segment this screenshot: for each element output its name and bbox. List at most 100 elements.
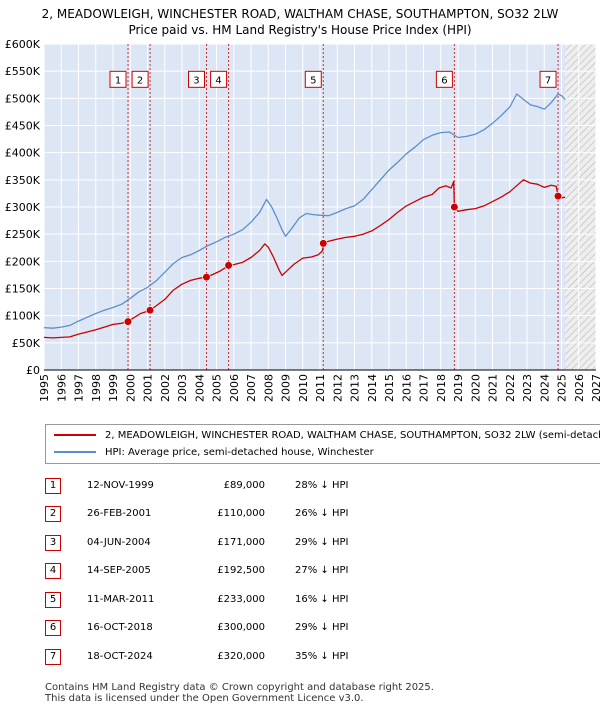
sale-label-box (304, 70, 322, 88)
x-tick-label: 2008 (262, 374, 275, 402)
x-tick-label: 2017 (418, 374, 431, 402)
x-tick-label: 2001 (142, 374, 155, 402)
sale-price: £110,000 (217, 508, 265, 519)
x-tick-label: 2025 (556, 374, 569, 402)
x-tick-label: 2005 (211, 374, 224, 402)
x-tick-label: 2015 (383, 374, 396, 402)
sale-hpi-diff: 26% ↓ HPI (295, 508, 349, 519)
table-row: 1 12-NOV-1999 £89,000 28% ↓ HPI (45, 478, 545, 506)
sale-marker (450, 202, 459, 212)
sale-hpi-diff: 29% ↓ HPI (295, 622, 349, 633)
title-line-1: 2, MEADOWLEIGH, WINCHESTER ROAD, WALTHAM… (41, 7, 559, 21)
sale-label-box (210, 70, 228, 88)
sale-label-number: 7 (545, 75, 551, 86)
x-tick-label: 2006 (228, 374, 241, 402)
x-tick-label: 1995 (38, 374, 51, 402)
table-row: 4 14-SEP-2005 £192,500 27% ↓ HPI (45, 563, 545, 591)
x-tick-label: 2022 (504, 374, 517, 402)
sale-marker (145, 306, 155, 315)
sale-label-number: 5 (310, 75, 316, 86)
legend-property-label: 2, MEADOWLEIGH, WINCHESTER ROAD, WALTHAM… (105, 430, 600, 441)
sale-date: 16-OCT-2018 (87, 622, 153, 633)
sale-number: 6 (45, 620, 61, 636)
sale-price: £233,000 (217, 594, 265, 605)
sale-label-box (109, 70, 127, 88)
sale-price: £320,000 (217, 651, 265, 662)
sale-date: 04-JUN-2004 (87, 537, 151, 548)
y-tick-label: £200K (5, 255, 41, 268)
legend-item-hpi: HPI: Average price, semi-detached house,… (54, 445, 374, 461)
sale-number: 3 (45, 535, 61, 551)
sale-number: 2 (45, 506, 61, 522)
sale-hpi-diff: 35% ↓ HPI (295, 651, 349, 662)
sale-label-number: 4 (215, 75, 221, 86)
sale-price: £89,000 (223, 480, 265, 491)
sale-marker (553, 192, 563, 201)
sale-hpi-diff: 28% ↓ HPI (295, 480, 349, 491)
x-tick-label: 2000 (124, 374, 137, 402)
x-tick-label: 2016 (400, 374, 413, 402)
table-row: 2 26-FEB-2001 £110,000 26% ↓ HPI (45, 506, 545, 534)
sale-hpi-diff: 29% ↓ HPI (295, 537, 349, 548)
x-tick-label: 2007 (245, 374, 258, 402)
y-tick-label: £600K (5, 38, 41, 51)
x-tick-label: 1996 (55, 374, 68, 402)
sale-number: 1 (45, 478, 61, 494)
title-line-2: Price paid vs. HM Land Registry's House … (128, 23, 472, 37)
sale-label-number: 1 (115, 75, 121, 86)
footer-licence: This data is licensed under the Open Gov… (45, 693, 364, 704)
x-tick-label: 2014 (366, 374, 379, 402)
y-tick-label: £350K (5, 174, 41, 187)
x-tick-label: 1998 (90, 374, 103, 402)
y-tick-label: £550K (5, 65, 41, 78)
legend-hpi-label: HPI: Average price, semi-detached house,… (105, 447, 374, 458)
sale-number: 7 (45, 649, 61, 665)
x-tick-label: 2002 (159, 374, 172, 402)
legend-item-property: 2, MEADOWLEIGH, WINCHESTER ROAD, WALTHAM… (54, 428, 600, 444)
footer-copyright: Contains HM Land Registry data © Crown c… (45, 682, 434, 693)
x-tick-label: 2018 (435, 374, 448, 402)
sale-label-number: 6 (441, 75, 447, 86)
sale-label-box (435, 70, 453, 88)
x-tick-label: 2026 (573, 374, 586, 402)
legend: 2, MEADOWLEIGH, WINCHESTER ROAD, WALTHAM… (45, 424, 600, 464)
sale-label-box (131, 70, 149, 88)
sale-label-box (187, 70, 205, 88)
table-row: 5 11-MAR-2011 £233,000 16% ↓ HPI (45, 592, 545, 620)
y-tick-label: £400K (5, 147, 41, 160)
y-tick-label: £300K (5, 201, 41, 214)
legend-red-line (54, 434, 96, 436)
sale-date: 12-NOV-1999 (87, 480, 154, 491)
y-tick-label: £100K (5, 310, 41, 323)
legend-blue-line (54, 451, 96, 453)
x-tick-label: 2027 (590, 374, 600, 402)
sale-date: 14-SEP-2005 (87, 565, 151, 576)
y-tick-label: £250K (5, 228, 41, 241)
sale-label-box (539, 70, 557, 88)
sale-date: 18-OCT-2024 (87, 651, 153, 662)
x-tick-label: 2021 (487, 374, 500, 402)
sale-marker (123, 317, 133, 326)
sale-marker (319, 239, 328, 248)
x-tick-label: 1997 (73, 374, 86, 402)
sale-label-number: 3 (193, 75, 199, 86)
table-row: 7 18-OCT-2024 £320,000 35% ↓ HPI (45, 649, 545, 677)
sale-price: £300,000 (217, 622, 265, 633)
sale-number: 4 (45, 563, 61, 579)
table-row: 3 04-JUN-2004 £171,000 29% ↓ HPI (45, 535, 545, 563)
x-tick-label: 2012 (331, 374, 344, 402)
y-tick-label: £50K (12, 337, 41, 350)
x-tick-label: 2013 (349, 374, 362, 402)
x-tick-label: 2019 (452, 374, 465, 402)
sale-hpi-diff: 27% ↓ HPI (295, 565, 349, 576)
x-tick-label: 2004 (193, 374, 206, 402)
y-tick-label: £150K (5, 283, 41, 296)
sale-hpi-diff: 16% ↓ HPI (295, 594, 349, 605)
x-tick-label: 2003 (176, 374, 189, 402)
sale-marker (224, 261, 233, 270)
sale-price: £192,500 (217, 565, 265, 576)
property-price-line (43, 179, 566, 339)
x-tick-label: 2009 (280, 374, 293, 402)
x-tick-label: 2020 (469, 374, 482, 402)
sale-date: 26-FEB-2001 (87, 508, 152, 519)
